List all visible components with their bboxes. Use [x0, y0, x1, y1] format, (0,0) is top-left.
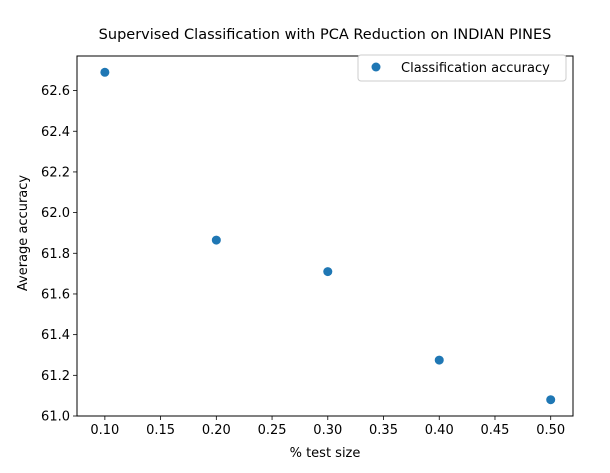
legend-box [357, 54, 567, 82]
x-tick-label: 0.20 [202, 423, 231, 438]
data-points [100, 67, 556, 405]
y-axis-label: Average accuracy [16, 175, 31, 291]
y-tick-label: 62.0 [41, 206, 70, 221]
x-tick-label: 0.30 [313, 423, 342, 438]
data-point [100, 67, 110, 77]
data-point [434, 355, 444, 365]
legend: Classification accuracy [357, 54, 567, 82]
y-tick-label: 62.4 [41, 125, 70, 140]
x-tick-label: 0.15 [146, 423, 175, 438]
y-tick-label: 61.8 [41, 247, 70, 262]
y-axis-ticks: 61.0 61.2 61.4 61.6 61.8 62.0 62.2 62.4 62.6 [41, 84, 77, 425]
data-point [546, 395, 556, 405]
plot-frame [76, 55, 574, 417]
x-tick-label: 0.45 [481, 423, 510, 438]
x-tick-label: 0.25 [258, 423, 287, 438]
data-point [211, 235, 221, 245]
y-tick-label: 61.0 [41, 410, 70, 425]
data-point [323, 267, 333, 277]
legend-marker [371, 62, 381, 72]
x-axis-ticks: 0.10 0.15 0.20 0.25 0.30 0.35 0.40 0.45 0.50 [90, 416, 565, 438]
x-tick-label: 0.40 [425, 423, 454, 438]
y-tick-label: 62.6 [41, 84, 70, 99]
x-tick-label: 0.50 [536, 423, 565, 438]
y-tick-label: 61.6 [41, 287, 70, 302]
chart-title: Supervised Classification with PCA Reduc… [99, 27, 552, 43]
y-tick-label: 61.2 [41, 369, 70, 384]
legend-label: Classification accuracy [401, 61, 550, 76]
x-tick-label: 0.10 [90, 423, 119, 438]
y-tick-label: 62.2 [41, 165, 70, 180]
x-axis-label: % test size [290, 446, 361, 461]
x-tick-label: 0.35 [369, 423, 398, 438]
y-tick-label: 61.4 [41, 328, 70, 343]
